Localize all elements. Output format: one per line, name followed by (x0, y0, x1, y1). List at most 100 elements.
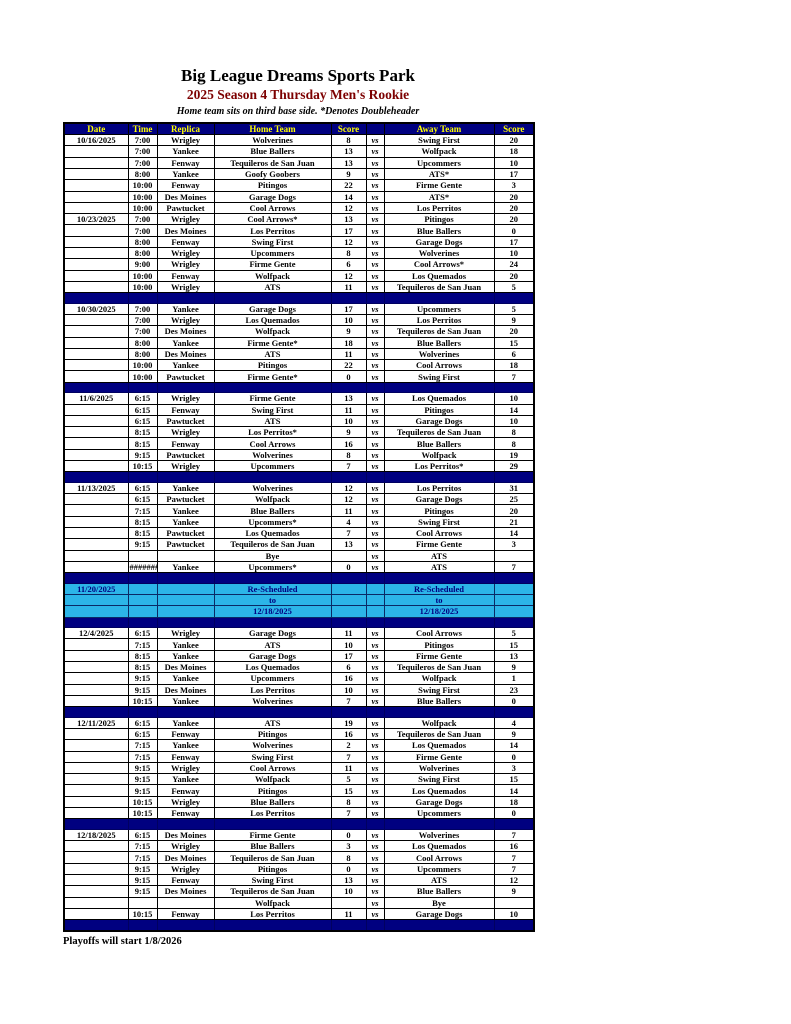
cell-date (63, 784, 129, 797)
cell-replica: Wrigley (156, 246, 215, 260)
cell-away-score: 0 (493, 807, 535, 820)
cell-home-team: Cool Arrows (213, 437, 332, 450)
cell-replica: Wrigley (156, 258, 215, 271)
game-row: 8:15 Fenway Cool Arrows 16 vs Blue Ballers 8 (63, 437, 535, 450)
separator-cell (493, 818, 535, 830)
separator-cell (127, 818, 158, 830)
game-row: 8:15 Yankee Garage Dogs 17 vs Firme Gente 13 (63, 649, 535, 663)
cell-time (127, 605, 158, 618)
separator-cell (63, 471, 129, 483)
game-row: 7:00 Des Moines Los Perritos 17 vs Blue Balle… (63, 224, 535, 237)
separator-cell (63, 706, 129, 718)
cell-time: 8:15 (127, 437, 158, 450)
cell-date (63, 851, 129, 864)
cell-away-team: Swing First (383, 773, 495, 786)
cell-time: 9:15 (127, 885, 158, 898)
separator-cell (127, 471, 158, 483)
cell-vs: vs (365, 190, 385, 203)
game-row: 10:15 Fenway Los Perritos 11 vs Garage Dogs 10 (63, 907, 535, 921)
cell-time: 8:00 (127, 235, 158, 249)
cell-away-team: ATS (383, 549, 495, 562)
cell-home-score: 6 (330, 660, 367, 674)
cell-away-score: 3 (493, 179, 535, 192)
cell-replica (156, 582, 215, 596)
cell-vs: vs (365, 627, 385, 640)
cell-replica: Wrigley (156, 213, 215, 226)
game-row: 10:00 Pawtucket Cool Arrows 12 vs Los Perrito… (63, 201, 535, 215)
cell-time: 8:15 (127, 515, 158, 529)
cell-date: 12/11/2025 (63, 716, 129, 729)
cell-home-team: ATS (213, 638, 332, 651)
cell-replica: Yankee (156, 302, 215, 315)
cell-time: 8:15 (127, 527, 158, 540)
cell-time: 7:00 (127, 302, 158, 315)
cell-home-team: Los Perritos (213, 907, 332, 921)
cell-home-info: Re-Scheduled (213, 582, 332, 596)
cell-away-team: Los Quemados (383, 784, 495, 797)
cell-date (63, 347, 129, 361)
cell-date: 11/13/2025 (63, 481, 129, 495)
schedule-table-body: 10/16/2025 7:00 Wrigley Wolverines 8 vs Swing … (63, 134, 535, 932)
cell-away-team: Upcommers (383, 862, 495, 876)
cell-away-team: ATS* (383, 190, 495, 203)
cell-time: 10:00 (127, 201, 158, 215)
cell-away-score: 5 (493, 627, 535, 640)
cell-time: 6:15 (127, 392, 158, 405)
cell-vs: vs (365, 437, 385, 450)
cell-away-score: 24 (493, 258, 535, 271)
cell-time: 7:00 (127, 145, 158, 158)
cell-home-score: 16 (330, 727, 367, 741)
cell-date (63, 885, 129, 898)
cell-replica: Wrigley (156, 392, 215, 405)
cell-time: 7:00 (127, 224, 158, 237)
cell-replica: Wrigley (156, 627, 215, 640)
cell-replica (156, 549, 215, 562)
cell-home-score: 7 (330, 807, 367, 820)
cell-replica: Wrigley (156, 862, 215, 876)
cell-home-team: Blue Ballers (213, 795, 332, 809)
separator-cell (330, 706, 367, 718)
game-row: 9:00 Wrigley Firme Gente 6 vs Cool Arrows* 24 (63, 258, 535, 271)
cell-home-team: Wolverines (213, 694, 332, 708)
cell-home-score: 12 (330, 235, 367, 249)
separator-cell (63, 919, 129, 932)
cell-replica: Wrigley (156, 460, 215, 473)
separator-cell (63, 818, 129, 830)
cell-vs: vs (365, 538, 385, 551)
cell-away-score: 20 (493, 134, 535, 147)
cell-away-team: Blue Ballers (383, 336, 495, 349)
cell-away-team: Wolfpack (383, 145, 495, 158)
cell-away-score: 18 (493, 145, 535, 158)
cell-home-team: Goofy Goobers (213, 167, 332, 181)
game-row: 8:15 Pawtucket Los Quemados 7 vs Cool Arrows 1… (63, 527, 535, 540)
cell-replica: Yankee (156, 515, 215, 529)
cell-home-team: Los Perritos* (213, 426, 332, 439)
cell-replica: Pawtucket (156, 370, 215, 383)
game-row: 8:15 Yankee Upcommers* 4 vs Swing First 21 (63, 515, 535, 529)
cell-away-team: ATS (383, 874, 495, 887)
cell-vs: vs (365, 527, 385, 540)
cell-time: 6:15 (127, 627, 158, 640)
cell-vs: vs (365, 134, 385, 147)
cell-time: 10:00 (127, 370, 158, 383)
cell-time: 6:15 (127, 403, 158, 416)
cell-home-score: 11 (330, 504, 367, 517)
cell-time: 9:15 (127, 538, 158, 551)
cell-away-team: Wolverines (383, 347, 495, 361)
cell-away-score: 3 (493, 538, 535, 551)
cell-away-team: Tequileros de San Juan (383, 280, 495, 294)
cell-vs: vs (365, 672, 385, 685)
cell-home-team: Wolverines (213, 448, 332, 462)
cell-away-score: 16 (493, 840, 535, 853)
cell-vs: vs (365, 269, 385, 282)
cell-home-team: Upcommers (213, 460, 332, 473)
cell-away-team: Los Quemados (383, 739, 495, 752)
cell-replica (156, 605, 215, 618)
cell-vs: vs (365, 660, 385, 674)
separator-cell (63, 616, 129, 629)
cell-away-team: Los Quemados (383, 269, 495, 282)
separator-cell (493, 616, 535, 629)
cell-away-team: Blue Ballers (383, 224, 495, 237)
cell-away-score: 9 (493, 313, 535, 327)
schedule-table: Date Time Replica Home Team Score Away Team Sc… (63, 121, 535, 932)
